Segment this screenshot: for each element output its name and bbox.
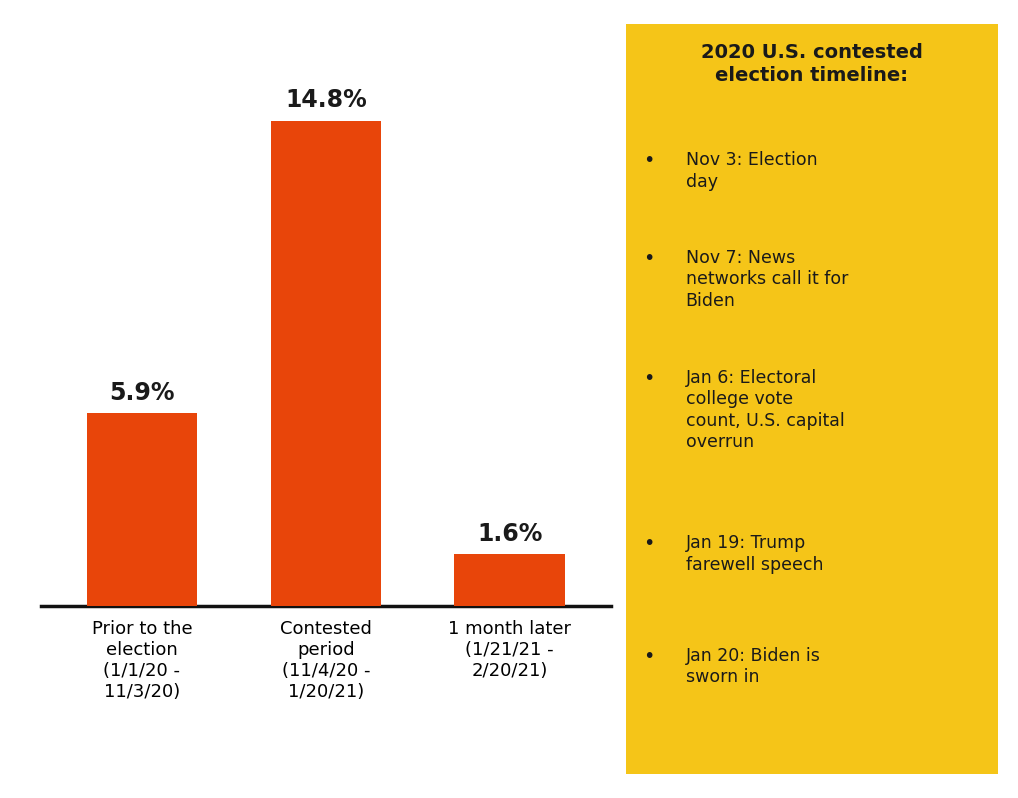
- Bar: [271, 120, 381, 606]
- Text: 5.9%: 5.9%: [109, 381, 175, 405]
- Text: Jan 6: Electoral
college vote
count, U.S. capital
overrun: Jan 6: Electoral college vote count, U.S…: [685, 369, 844, 452]
- Text: •: •: [642, 534, 654, 553]
- Bar: [454, 554, 565, 606]
- Text: Nov 3: Election
day: Nov 3: Election day: [685, 152, 817, 191]
- Text: 1.6%: 1.6%: [477, 522, 543, 546]
- Bar: [87, 413, 197, 606]
- Text: 14.8%: 14.8%: [285, 89, 366, 113]
- Text: •: •: [642, 249, 654, 268]
- Text: •: •: [642, 152, 654, 171]
- Text: Jan 19: Trump
farewell speech: Jan 19: Trump farewell speech: [685, 534, 823, 574]
- Text: Nov 7: News
networks call it for
Biden: Nov 7: News networks call it for Biden: [685, 249, 848, 310]
- Text: Jan 20: Biden is
sworn in: Jan 20: Biden is sworn in: [685, 646, 821, 686]
- Text: 2020 U.S. contested
election timeline:: 2020 U.S. contested election timeline:: [701, 43, 922, 85]
- Text: •: •: [642, 646, 654, 666]
- Text: •: •: [642, 369, 654, 388]
